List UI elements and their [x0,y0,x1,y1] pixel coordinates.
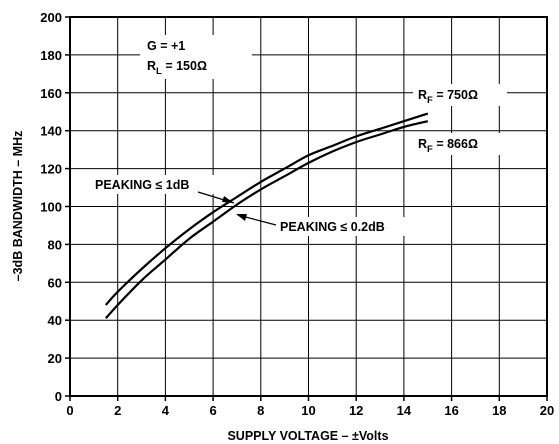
y-tick-label: 80 [48,237,62,252]
rf-750-letter: R [418,88,427,102]
x-tick-label: 20 [540,403,554,418]
y-tick-label: 60 [48,275,62,290]
label-background [413,133,507,155]
x-axis-title: SUPPLY VOLTAGE – ±Volts [227,429,388,443]
x-tick-label: 10 [301,403,315,418]
x-tick-label: 0 [66,403,73,418]
x-tick-label: 6 [209,403,216,418]
y-tick-label: 140 [40,124,62,139]
ticks: 0 2 4 6 8 10 12 14 16 18 2002040608010012014016018… [40,10,554,418]
rf-866-value: = 866Ω [433,137,478,151]
y-tick-label: 120 [40,162,62,177]
x-tick-label: 18 [492,403,506,418]
series-line-rf-866 [104,120,429,320]
rl-subscript: L [156,66,162,77]
rf-750-value: = 750Ω [433,88,478,102]
rl-value: = 150Ω [162,59,207,73]
x-tick-label: 2 [114,403,121,418]
series-lines [104,112,429,320]
rf-866-letter: R [418,137,427,151]
label-background [140,35,252,79]
y-tick-label: 20 [48,351,62,366]
y-tick-label: 160 [40,86,62,101]
rl-label: RL = 150Ω [147,59,207,77]
peaking-1db-arrowhead [222,196,234,203]
rl-letter: R [147,59,156,73]
x-tick-label: 14 [397,403,412,418]
y-tick-label: 200 [40,10,62,25]
gain-label: G = +1 [147,39,185,53]
x-tick-label: 12 [349,403,363,418]
rf-750-subscript: F [427,95,433,106]
x-tick-label: 8 [257,403,264,418]
rf-866-subscript: F [427,144,433,155]
label-background [275,217,421,236]
x-tick-label: 16 [444,403,458,418]
peaking-1db-label: PEAKING ≤ 1dB [95,178,189,192]
y-tick-label: 100 [40,200,62,215]
peaking-02db-label: PEAKING ≤ 0.2dB [280,220,385,234]
x-tick-label: 4 [162,403,170,418]
rf-866-label: RF = 866Ω [418,137,478,155]
y-tick-label: 180 [40,48,62,63]
y-tick-label: 0 [55,389,62,404]
peaking-02db-arrowhead [236,214,247,221]
rf-750-label: RF = 750Ω [418,88,478,106]
grid [70,17,547,396]
series-line-rf-750 [104,112,429,306]
y-axis-title: –3dB BANDWIDTH – MHz [11,131,25,282]
y-tick-label: 40 [48,313,62,328]
label-background [90,175,214,194]
label-background [413,84,507,106]
